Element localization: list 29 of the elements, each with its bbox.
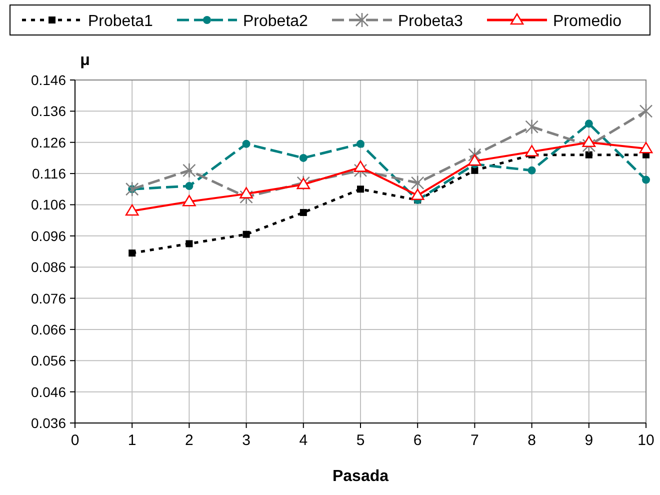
legend-label: Probeta2 [243, 13, 308, 30]
y-tick-label: 0.086 [30, 259, 66, 276]
y-tick-label: 0.056 [30, 352, 66, 369]
x-tick-label: 1 [128, 432, 136, 449]
legend-label: Probeta3 [398, 13, 464, 30]
x-tick-label: 2 [185, 432, 194, 449]
x-tick-label: 7 [470, 432, 479, 449]
y-tick-label: 0.076 [30, 290, 66, 306]
x-tick-label: 4 [299, 432, 308, 449]
x-tick-label: 0 [70, 432, 80, 449]
y-tick-label: 0.036 [30, 415, 66, 431]
x-tick-label: 6 [413, 432, 422, 449]
legend-label: Probeta1 [88, 13, 154, 30]
x-tick-label: 3 [242, 432, 250, 449]
y-tick-label: 0.046 [30, 384, 66, 400]
x-tick-label: 8 [528, 432, 536, 449]
y-axis-title: μ [80, 52, 90, 69]
x-axis-title: Pasada [332, 468, 389, 485]
x-tick-label: 5 [356, 432, 365, 449]
y-tick-label: 0.136 [30, 103, 66, 120]
y-tick-label: 0.116 [32, 166, 66, 182]
x-tick-label: 9 [584, 432, 594, 449]
x-tick-label: 10 [638, 432, 654, 449]
y-tick-label: 0.126 [30, 134, 66, 150]
y-tick-label: 0.096 [30, 228, 66, 244]
y-tick-label: 0.066 [30, 321, 66, 338]
y-tick-label: 0.146 [30, 72, 66, 88]
legend-label: Promedio [553, 13, 622, 30]
y-tick-label: 0.106 [30, 196, 66, 213]
